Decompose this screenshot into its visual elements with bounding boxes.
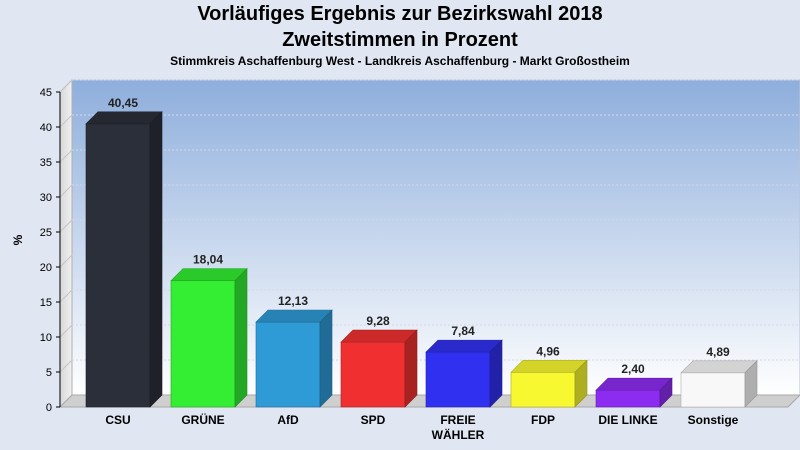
bar-top [510, 359, 588, 373]
bar-side [404, 329, 418, 408]
data-label: 12,13 [278, 294, 308, 308]
y-tick-label: 20 [40, 262, 52, 274]
data-label: 4,89 [706, 345, 730, 359]
data-label: 18,04 [193, 253, 223, 267]
bar-front [510, 371, 576, 408]
gridline-side [59, 114, 73, 128]
bar-front [170, 280, 236, 408]
bar-freie-wähler [425, 339, 503, 408]
bar-front [340, 341, 406, 408]
bar-top [170, 268, 248, 282]
bar-sonstige [680, 360, 758, 408]
bar-front [680, 372, 746, 408]
x-tick-label: DIE LINKE [598, 413, 657, 427]
bar-top [595, 377, 673, 391]
bar-top [425, 339, 503, 353]
data-label: 40,45 [108, 96, 138, 110]
gridline-side [59, 184, 73, 198]
data-label: 7,84 [451, 324, 475, 338]
x-tick-label: GRÜNE [181, 412, 224, 427]
gridline-side [59, 324, 73, 338]
bar-fdp [510, 359, 588, 408]
x-tick-label: AfD [277, 413, 299, 427]
x-tick-label: WÄHLER [432, 427, 485, 442]
bar-top [255, 309, 333, 323]
bar-front [255, 321, 321, 408]
chart-subtitle: Stimmkreis Aschaffenburg West - Landkrei… [170, 54, 630, 68]
bar-afd [255, 309, 333, 408]
y-tick-label: 45 [40, 87, 52, 99]
y-tick-label: 0 [46, 402, 52, 414]
bar-front [425, 351, 491, 408]
gridline-side [59, 79, 73, 93]
bar-side [319, 309, 333, 408]
bar-side [149, 111, 163, 408]
bar-front [595, 389, 661, 408]
x-tick-label: Sonstige [688, 413, 739, 427]
gridline-side [59, 149, 73, 163]
y-tick-label: 5 [46, 367, 52, 379]
data-label: 9,28 [366, 314, 390, 328]
y-tick-label: 10 [40, 332, 52, 344]
x-tick-label: FDP [531, 413, 555, 427]
bar-side [489, 339, 503, 408]
x-tick-label: CSU [105, 413, 130, 427]
chart-title-line2: Zweitstimmen in Prozent [282, 29, 518, 51]
bar-side [234, 267, 248, 408]
bar-spd [340, 329, 418, 408]
bar-front [85, 123, 151, 408]
x-tick-label: FREIE [440, 413, 475, 427]
bar-side [574, 359, 588, 408]
data-label: 2,40 [621, 362, 645, 376]
bar-side [744, 360, 758, 408]
y-tick-label: 30 [40, 192, 52, 204]
bar-csu [85, 111, 163, 408]
gridline-side [59, 359, 73, 373]
bar-grüne [170, 267, 248, 408]
y-tick-label: 35 [40, 157, 52, 169]
bar-top [340, 329, 418, 343]
chart-title-line1: Vorläufiges Ergebnis zur Bezirkswahl 201… [197, 3, 603, 25]
gridline-side [59, 289, 73, 303]
y-axis-label: % [11, 234, 25, 245]
plot-side-wall [59, 78, 73, 409]
y-tick-label: 40 [40, 122, 52, 134]
gridline-side [59, 254, 73, 268]
y-tick-label: 25 [40, 227, 52, 239]
gridline-side [59, 219, 73, 233]
bar-side [659, 377, 673, 408]
y-tick-label: 15 [40, 297, 52, 309]
bar-top [85, 111, 163, 125]
data-label: 4,96 [536, 344, 560, 358]
bar-top [680, 360, 758, 374]
x-tick-label: SPD [361, 413, 386, 427]
bar-die-linke [595, 377, 673, 408]
